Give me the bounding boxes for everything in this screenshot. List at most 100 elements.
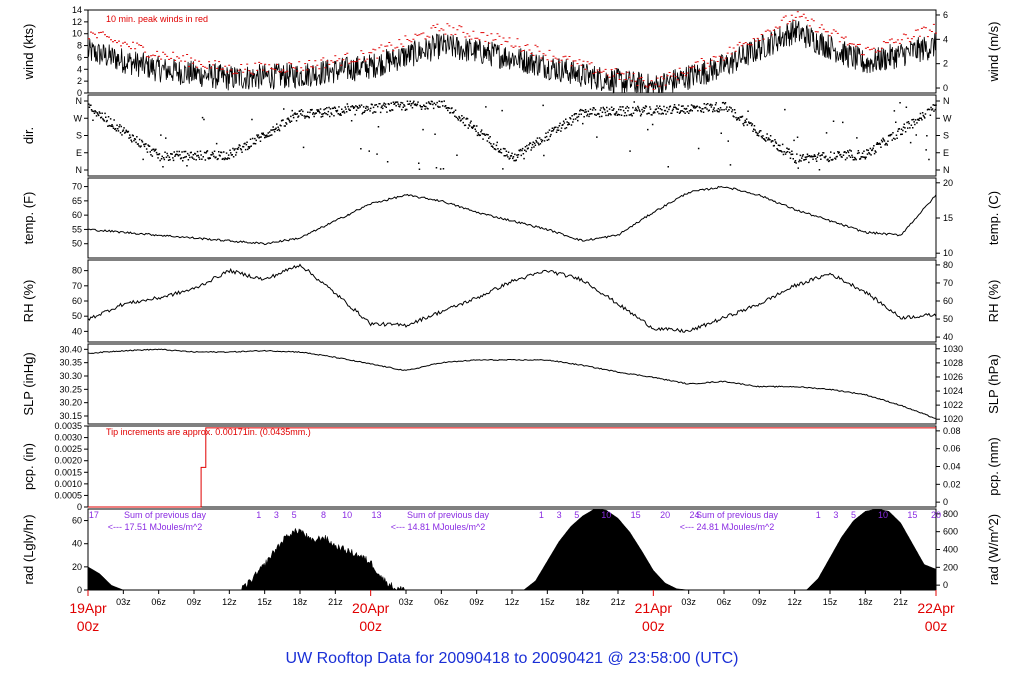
footer-title: UW Rooftop Data for 20090418 to 20090421… bbox=[285, 650, 739, 667]
radiation-hour-marker: 1 bbox=[256, 510, 261, 520]
x-tick-label: 12z bbox=[222, 597, 237, 607]
precipitation-ytick-label: 0.0010 bbox=[54, 479, 82, 489]
solar_radiation-ylabel-right: rad (W/m^2) bbox=[986, 514, 1001, 585]
radiation-hour-marker: 5 bbox=[292, 510, 297, 520]
x-tick-label: 21z bbox=[893, 597, 908, 607]
sea_level_pressure-ytick-label: 30.25 bbox=[59, 384, 82, 394]
wind-ylabel-right: wind (m/s) bbox=[986, 22, 1001, 83]
precipitation-ytick-right-label: 0.06 bbox=[943, 444, 961, 454]
wind-speed-line bbox=[87, 19, 937, 95]
x-tick-label: 09z bbox=[752, 597, 767, 607]
direction-ytick-label: N bbox=[76, 96, 83, 106]
day-label-time: 00z bbox=[642, 618, 665, 634]
temperature-ytick-label: 60 bbox=[72, 210, 82, 220]
relative_humidity-ytick-label: 60 bbox=[72, 296, 82, 306]
relative_humidity-ytick-right-label: 50 bbox=[943, 314, 953, 324]
solar_radiation-ytick-label: 60 bbox=[72, 516, 82, 526]
precipitation-ytick-right-label: 0.04 bbox=[943, 462, 961, 472]
solar_radiation-ytick-right-label: 200 bbox=[943, 562, 958, 572]
sea_level_pressure-ylabel: SLP (inHg) bbox=[21, 352, 36, 415]
relative_humidity-ytick-right-label: 60 bbox=[943, 296, 953, 306]
sea_level_pressure-frame bbox=[87, 343, 937, 425]
radiation-hour-marker: 15 bbox=[907, 510, 917, 520]
sea_level_pressure-ytick-label: 30.30 bbox=[59, 371, 82, 381]
solar-radiation-area bbox=[87, 508, 937, 591]
radiation-hour-marker: 1 bbox=[816, 510, 821, 520]
sea_level_pressure-ytick-label: 30.35 bbox=[59, 358, 82, 368]
relative_humidity-ytick-label: 40 bbox=[72, 326, 82, 336]
sea_level_pressure-ytick-label: 30.15 bbox=[59, 411, 82, 421]
sea_level_pressure-line bbox=[87, 348, 937, 419]
radiation-hour-marker: 20 bbox=[660, 510, 670, 520]
temperature-ytick-label: 50 bbox=[72, 239, 82, 249]
wind-ytick-label: 4 bbox=[77, 64, 82, 74]
x-tick-label: 09z bbox=[469, 597, 484, 607]
x-tick-label: 06z bbox=[717, 597, 732, 607]
wind-ytick-label: 12 bbox=[72, 17, 82, 27]
x-tick-label: 18z bbox=[575, 597, 590, 607]
wind-ytick-label: 6 bbox=[77, 52, 82, 62]
radiation-sum-value: <--- 17.51 MJoules/m^2 bbox=[108, 522, 203, 532]
radiation-hour-marker: 15 bbox=[631, 510, 641, 520]
relative_humidity-ytick-right-label: 70 bbox=[943, 278, 953, 288]
precipitation-ytick-label: 0.0020 bbox=[54, 456, 82, 466]
direction-frame bbox=[87, 94, 937, 177]
direction-ytick-right-label: W bbox=[943, 113, 952, 123]
radiation-hour-marker: 3 bbox=[557, 510, 562, 520]
direction-ytick-label: E bbox=[76, 148, 82, 158]
x-tick-label: 12z bbox=[787, 597, 802, 607]
radiation-hour-marker: 20 bbox=[931, 510, 941, 520]
sea_level_pressure-ytick-right-label: 1024 bbox=[943, 386, 963, 396]
x-tick-label: 21z bbox=[328, 597, 343, 607]
relative_humidity-ytick-label: 80 bbox=[72, 266, 82, 276]
temperature-frame bbox=[87, 177, 937, 259]
day-label-date: 20Apr bbox=[352, 600, 390, 616]
direction-ylabel: dir. bbox=[21, 127, 36, 144]
solar_radiation-ytick-right-label: 400 bbox=[943, 545, 958, 555]
radiation-hour-marker: 1 bbox=[539, 510, 544, 520]
radiation-sum-label: Sum of previous day bbox=[696, 510, 779, 520]
x-tick-label: 09z bbox=[187, 597, 202, 607]
temperature-ytick-right-label: 15 bbox=[943, 213, 953, 223]
wind-direction-points bbox=[88, 100, 937, 171]
solar_radiation-ytick-right-label: 0 bbox=[943, 580, 948, 590]
sea_level_pressure-ytick-right-label: 1030 bbox=[943, 344, 963, 354]
precipitation-frame bbox=[87, 425, 937, 508]
direction-ytick-right-label: N bbox=[943, 96, 950, 106]
radiation-hour-marker: 10 bbox=[342, 510, 352, 520]
wind-ytick-label: 14 bbox=[72, 5, 82, 15]
wind-ytick-right-label: 6 bbox=[943, 10, 948, 20]
sea_level_pressure-ytick-right-label: 1022 bbox=[943, 400, 963, 410]
radiation-hour-marker: 10 bbox=[878, 510, 888, 520]
precipitation-ylabel: pcp. (in) bbox=[21, 443, 36, 490]
radiation-hour-marker: 8 bbox=[321, 510, 326, 520]
precipitation-ytick-label: 0.0015 bbox=[54, 467, 82, 477]
direction-ytick-right-label: S bbox=[943, 131, 949, 141]
solar_radiation-ytick-label: 20 bbox=[72, 562, 82, 572]
temperature-ylabel-right: temp. (C) bbox=[986, 191, 1001, 245]
radiation-sum-label: Sum of previous day bbox=[407, 510, 490, 520]
wind-annotation: 10 min. peak winds in red bbox=[106, 14, 208, 24]
direction-ytick-right-label: N bbox=[943, 165, 950, 175]
temperature-ytick-right-label: 10 bbox=[943, 248, 953, 258]
direction-ytick-label: W bbox=[74, 113, 83, 123]
sea_level_pressure-ytick-label: 30.40 bbox=[59, 344, 82, 354]
relative_humidity-ytick-right-label: 80 bbox=[943, 260, 953, 270]
x-tick-label: 03z bbox=[116, 597, 131, 607]
temperature-ytick-label: 65 bbox=[72, 196, 82, 206]
direction-ytick-label: N bbox=[76, 165, 83, 175]
day-label-date: 22Apr bbox=[917, 600, 955, 616]
relative_humidity-line bbox=[87, 263, 937, 333]
x-tick-label: 15z bbox=[823, 597, 838, 607]
relative_humidity-frame bbox=[87, 259, 937, 343]
precipitation-ytick-right-label: 0 bbox=[943, 497, 948, 507]
x-tick-label: 21z bbox=[611, 597, 626, 607]
direction-ytick-right-label: E bbox=[943, 148, 949, 158]
precipitation-ytick-label: 0.0030 bbox=[54, 433, 82, 443]
wind-ytick-label: 8 bbox=[77, 41, 82, 51]
relative_humidity-ylabel: RH (%) bbox=[21, 280, 36, 323]
solar_radiation-ytick-label: 0 bbox=[77, 585, 82, 595]
radiation-hour-marker: 5 bbox=[574, 510, 579, 520]
solar_radiation-ytick-right-label: 800 bbox=[943, 509, 958, 519]
wind-ytick-label: 10 bbox=[72, 29, 82, 39]
